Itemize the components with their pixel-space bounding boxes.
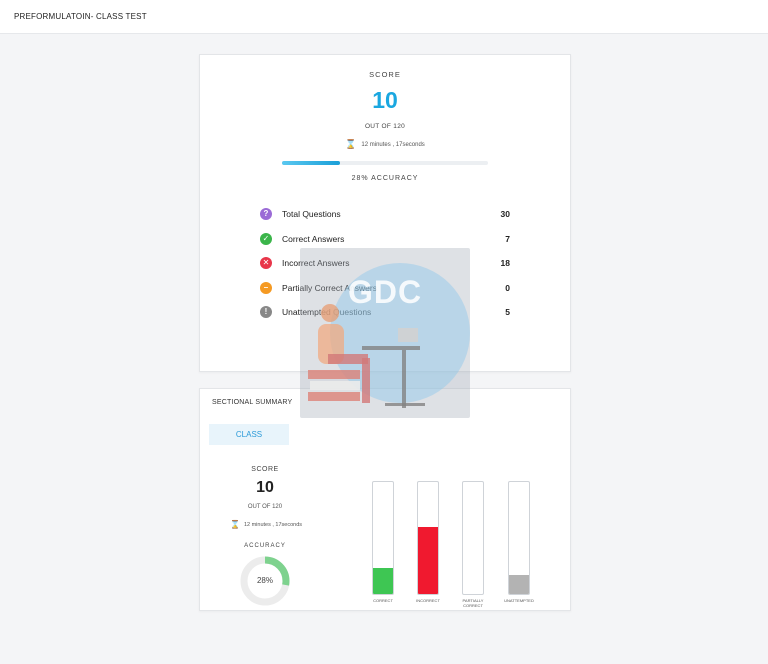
section-out-of-label: OUT OF 120 — [247, 504, 283, 510]
donut-arc — [240, 556, 290, 606]
score-label: SCORE — [369, 70, 401, 79]
stats-list: ? Total Questions 30 ✓ Correct Answers 7… — [260, 208, 512, 331]
watermark-text: GDC — [347, 274, 423, 310]
bar-label-unattempted: UNATTEMPTED — [504, 598, 534, 603]
stat-value: 30 — [500, 209, 510, 219]
score-card: SCORE 10 OUT OF 120 ⌛ 12 minutes , 17seco… — [199, 54, 571, 372]
stat-label: Incorrect Answers — [282, 258, 350, 268]
partial-icon: – — [260, 281, 272, 294]
stat-value: 7 — [505, 233, 510, 244]
check-icon: ✓ — [260, 232, 272, 245]
stat-label: Correct Answers — [282, 233, 345, 244]
section-time-text: 12 minutes , 17seconds — [243, 522, 303, 528]
accuracy-donut — [240, 556, 290, 606]
sectional-summary-card: SECTIONAL SUMMARY CLASS SCORE 10 OUT OF … — [199, 388, 571, 611]
bar-label-correct: CORRECT — [373, 598, 393, 603]
accuracy-label: 28% ACCURACY — [351, 175, 419, 182]
stat-label: Total Questions — [282, 209, 341, 219]
watermark-logo: GDC — [300, 248, 470, 418]
cross-icon: ✕ — [260, 257, 272, 269]
section-score-label: SCORE — [251, 466, 279, 473]
bar-label-partially-correct: PARTIALLY CORRECT — [462, 598, 484, 608]
sectional-summary-title: SECTIONAL SUMMARY — [212, 399, 293, 406]
section-time-taken: ⌛ 12 minutes , 17seconds — [206, 520, 326, 529]
stat-row-total: ? Total Questions 30 — [260, 208, 512, 233]
out-of-label: OUT OF 120 — [364, 123, 406, 130]
info-icon: ! — [260, 306, 272, 318]
bar-incorrect-fill — [418, 526, 438, 594]
time-text: 12 minutes , 17seconds — [361, 142, 425, 148]
bar-incorrect — [417, 481, 439, 595]
stat-label: Partially Correct Answers — [282, 282, 377, 293]
accuracy-progress-fill — [282, 161, 340, 165]
stat-value: 5 — [505, 307, 510, 317]
top-bar: PREFORMULATOIN- CLASS TEST — [0, 0, 768, 34]
hourglass-icon: ⌛ — [345, 139, 357, 149]
section-accuracy-label: ACCURACY — [244, 543, 286, 549]
stat-row-partial: – Partially Correct Answers 0 — [260, 281, 512, 307]
stat-value: 0 — [505, 282, 510, 293]
tab-class[interactable]: CLASS — [209, 424, 289, 445]
bar-label-incorrect: INCORRECT — [416, 598, 440, 603]
stat-row-incorrect: ✕ Incorrect Answers 18 — [260, 257, 512, 282]
time-taken: ⌛ 12 minutes , 17seconds — [200, 139, 570, 150]
watermark-illustration — [308, 263, 470, 408]
donut-percent: 28% — [256, 576, 273, 585]
page-title: PREFORMULATOIN- CLASS TEST — [14, 12, 147, 21]
section-score-value: 10 — [256, 479, 274, 496]
bar-unattempted-fill — [509, 575, 529, 594]
accuracy-progress-bar — [282, 161, 488, 165]
hourglass-icon: ⌛ — [229, 520, 240, 529]
bar-unattempted — [508, 481, 530, 595]
stat-row-correct: ✓ Correct Answers 7 — [260, 232, 512, 258]
question-icon: ? — [260, 208, 272, 220]
stat-value: 18 — [500, 258, 510, 268]
bar-partially-correct — [462, 481, 484, 595]
score-value: 10 — [372, 87, 398, 113]
bar-correct-fill — [373, 567, 393, 594]
bar-correct — [372, 481, 394, 595]
